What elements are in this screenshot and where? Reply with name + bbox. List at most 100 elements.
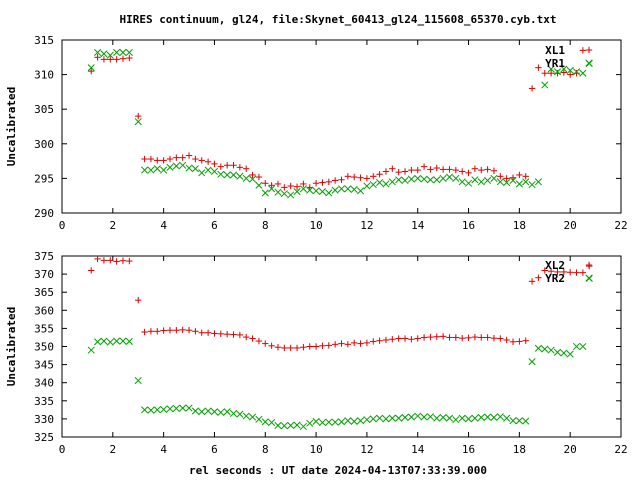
data-point [153, 165, 161, 173]
data-point [496, 413, 504, 421]
data-point [262, 340, 269, 347]
data-point [452, 166, 460, 174]
data-point [553, 68, 562, 76]
data-point [369, 415, 377, 423]
data-point [106, 51, 114, 59]
data-point [420, 175, 428, 183]
data-point [274, 188, 282, 196]
data-point [484, 413, 492, 421]
data-point [312, 343, 320, 350]
data-point [255, 415, 263, 423]
data-point [192, 155, 199, 163]
y-tick-label: 350 [34, 341, 54, 354]
data-point [464, 179, 473, 187]
data-point [445, 173, 454, 181]
data-point [306, 343, 313, 350]
data-point [179, 161, 187, 169]
data-point [141, 328, 148, 336]
data-point [446, 166, 453, 173]
data-point [573, 269, 580, 276]
data-point [497, 173, 504, 180]
data-point [408, 336, 415, 343]
data-point [535, 274, 542, 281]
data-point [338, 340, 345, 347]
data-point [268, 418, 276, 427]
data-point [395, 176, 403, 184]
data-point [522, 173, 529, 180]
data-point [566, 269, 574, 276]
data-point [446, 334, 453, 341]
data-point [141, 166, 149, 174]
data-point [119, 257, 127, 264]
data-point [300, 344, 307, 351]
data-point [198, 157, 205, 164]
data-point [535, 64, 542, 71]
data-point [452, 334, 460, 341]
data-point [515, 417, 523, 425]
data-point [452, 174, 460, 182]
data-point [344, 417, 352, 425]
data-point [445, 414, 454, 422]
y-tick-label: 360 [34, 304, 54, 317]
data-point [160, 327, 167, 334]
data-point [172, 162, 180, 170]
data-point [141, 406, 149, 414]
data-point [325, 418, 333, 426]
data-point [318, 418, 326, 427]
y-tick-label: 310 [34, 69, 54, 82]
data-point [471, 176, 479, 184]
y-tick-label: 300 [34, 138, 54, 151]
data-point [160, 157, 167, 164]
data-point [198, 329, 205, 336]
data-point [100, 337, 108, 345]
data-point [363, 175, 371, 182]
x-tick-label: 8 [262, 219, 269, 232]
x-tick-label: 2 [110, 443, 117, 456]
data-point [154, 157, 161, 164]
data-point [88, 267, 95, 274]
data-point [107, 257, 114, 264]
data-point [113, 56, 120, 63]
data-point [179, 404, 187, 412]
data-point [325, 342, 332, 349]
data-point [420, 413, 428, 421]
data-point [255, 181, 263, 189]
data-point [414, 174, 422, 182]
plot-frame [61, 39, 622, 214]
data-point [160, 166, 168, 174]
data-point [94, 54, 101, 61]
data-point [198, 169, 206, 177]
data-point [94, 48, 102, 57]
data-point [280, 190, 288, 198]
data-point [147, 155, 155, 163]
data-point [522, 337, 529, 344]
data-point [287, 182, 294, 190]
data-point [243, 165, 250, 172]
data-point [458, 334, 466, 342]
data-point [293, 344, 301, 352]
data-point [119, 55, 127, 62]
data-point [261, 418, 269, 426]
data-point [166, 405, 174, 413]
data-point [223, 171, 231, 179]
data-point [370, 173, 377, 180]
data-point [325, 178, 332, 186]
data-point [318, 187, 326, 196]
data-point [338, 176, 345, 183]
data-point [319, 179, 326, 186]
data-point [554, 268, 561, 276]
data-point [376, 337, 383, 344]
data-point [299, 185, 307, 193]
data-point [572, 68, 581, 76]
data-point [401, 335, 409, 342]
data-point [389, 336, 396, 343]
data-point [471, 414, 479, 422]
data-point [325, 189, 333, 197]
data-point [465, 169, 472, 177]
data-point [547, 70, 555, 77]
y-tick-label: 340 [34, 377, 54, 390]
data-point [204, 166, 212, 174]
data-point [464, 415, 473, 423]
data-point [547, 268, 555, 275]
